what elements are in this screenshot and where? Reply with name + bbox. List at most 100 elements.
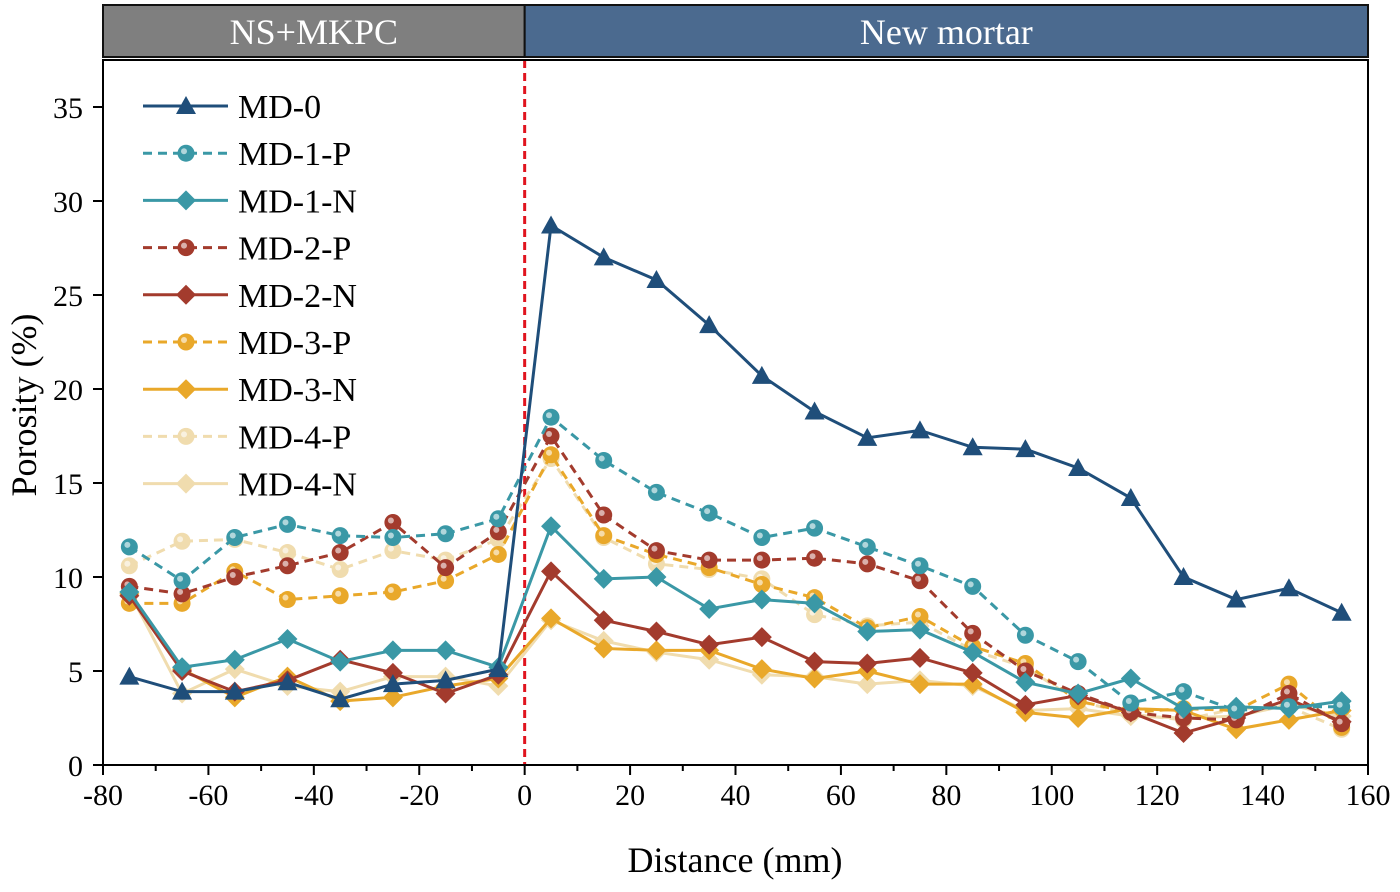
data-point-diamond bbox=[224, 649, 245, 670]
series-md-2-p bbox=[120, 427, 1351, 733]
data-point-triangle bbox=[1226, 589, 1247, 608]
data-point-diamond bbox=[804, 593, 825, 614]
x-tick-label: -60 bbox=[188, 779, 228, 812]
series-md-1-p bbox=[120, 408, 1351, 719]
data-point-highlight bbox=[598, 509, 605, 516]
data-point-highlight bbox=[493, 513, 500, 520]
data-point-diamond bbox=[330, 651, 351, 672]
data-point-highlight bbox=[387, 545, 394, 552]
data-point-diamond bbox=[593, 568, 614, 589]
region-label: New mortar bbox=[860, 12, 1033, 52]
data-point-diamond bbox=[909, 674, 930, 695]
legend-item: MD-4-N bbox=[143, 467, 357, 504]
data-point-highlight bbox=[387, 532, 394, 539]
series-line bbox=[129, 433, 1343, 725]
data-point-highlight bbox=[229, 532, 236, 539]
y-tick-label: 10 bbox=[53, 562, 83, 595]
data-point-highlight bbox=[387, 517, 394, 524]
data-point-highlight bbox=[177, 575, 184, 582]
data-point-diamond bbox=[176, 379, 196, 400]
data-point-triangle bbox=[804, 401, 825, 420]
data-point-diamond bbox=[962, 642, 983, 663]
data-point-highlight bbox=[440, 528, 447, 535]
data-point-highlight bbox=[1231, 705, 1238, 712]
legend-item: MD-2-P bbox=[143, 231, 351, 268]
data-point-diamond bbox=[751, 589, 772, 610]
data-point-triangle bbox=[857, 427, 878, 446]
data-point-highlight bbox=[914, 611, 921, 618]
data-point-diamond bbox=[857, 621, 878, 642]
data-point-highlight bbox=[1125, 697, 1132, 704]
data-point-triangle bbox=[699, 315, 720, 334]
y-tick-label: 20 bbox=[53, 374, 83, 407]
data-point-diamond bbox=[909, 647, 930, 668]
data-point-diamond bbox=[1120, 668, 1141, 689]
data-point-highlight bbox=[440, 575, 447, 582]
data-point-triangle bbox=[541, 215, 562, 234]
data-point-diamond bbox=[962, 662, 983, 683]
data-point-highlight bbox=[914, 560, 921, 567]
data-point-triangle bbox=[751, 365, 772, 384]
data-point-diamond bbox=[1068, 708, 1089, 728]
data-point-triangle bbox=[488, 659, 509, 678]
data-point-highlight bbox=[809, 523, 816, 530]
data-point-diamond bbox=[857, 674, 878, 695]
data-point-triangle bbox=[646, 269, 667, 288]
data-point-highlight bbox=[181, 337, 187, 343]
x-tick-label: 40 bbox=[721, 779, 751, 812]
legend-label: MD-0 bbox=[238, 89, 321, 126]
data-point-highlight bbox=[651, 487, 658, 494]
data-point-highlight bbox=[651, 545, 658, 552]
series-line bbox=[128, 414, 1342, 712]
x-tick-label: -20 bbox=[399, 779, 439, 812]
data-point-highlight bbox=[809, 553, 816, 560]
data-point-diamond bbox=[541, 561, 562, 582]
data-point-highlight bbox=[862, 558, 869, 565]
data-point-highlight bbox=[282, 547, 289, 554]
data-point-diamond bbox=[435, 640, 456, 661]
x-tick-label: 140 bbox=[1240, 779, 1285, 812]
data-point-diamond bbox=[751, 659, 772, 680]
data-point-diamond bbox=[593, 638, 614, 659]
data-point-triangle bbox=[1015, 439, 1036, 458]
data-point-diamond bbox=[1173, 723, 1194, 744]
data-point-diamond bbox=[804, 651, 825, 672]
data-point-diamond bbox=[541, 516, 562, 537]
data-point-highlight bbox=[1336, 701, 1343, 708]
data-point-highlight bbox=[967, 628, 974, 635]
data-point-triangle bbox=[330, 689, 351, 708]
data-point-triangle bbox=[119, 666, 140, 685]
data-point-highlight bbox=[493, 549, 500, 556]
legend-label: MD-1-N bbox=[238, 183, 357, 220]
data-point-highlight bbox=[1073, 656, 1080, 663]
data-point-diamond bbox=[962, 674, 983, 695]
data-point-diamond bbox=[382, 662, 403, 683]
data-point-highlight bbox=[335, 530, 342, 537]
data-point-diamond bbox=[176, 284, 196, 305]
y-tick-label: 35 bbox=[53, 92, 83, 125]
data-point-highlight bbox=[124, 541, 131, 548]
data-point-triangle bbox=[1331, 602, 1352, 621]
data-point-triangle bbox=[435, 670, 456, 689]
data-point-diamond bbox=[593, 610, 614, 631]
data-point-highlight bbox=[756, 532, 763, 539]
data-point-triangle bbox=[1173, 567, 1194, 585]
y-axis-label: Porosity (%) bbox=[4, 314, 44, 497]
y-tick-label: 0 bbox=[68, 750, 83, 783]
legend-item: MD-1-P bbox=[143, 136, 351, 173]
data-point-highlight bbox=[598, 455, 605, 462]
data-point-highlight bbox=[282, 519, 289, 526]
region-label: NS+MKPC bbox=[230, 12, 398, 52]
data-point-highlight bbox=[546, 449, 553, 456]
data-point-diamond bbox=[541, 608, 562, 629]
data-point-highlight bbox=[1283, 701, 1290, 708]
data-point-diamond bbox=[909, 619, 930, 640]
x-tick-label: 120 bbox=[1135, 779, 1180, 812]
data-point-highlight bbox=[756, 579, 763, 586]
data-point-triangle bbox=[962, 437, 983, 456]
x-tick-label: 20 bbox=[615, 779, 645, 812]
data-point-triangle bbox=[224, 681, 245, 700]
data-point-highlight bbox=[124, 560, 131, 567]
data-point-highlight bbox=[756, 555, 763, 562]
